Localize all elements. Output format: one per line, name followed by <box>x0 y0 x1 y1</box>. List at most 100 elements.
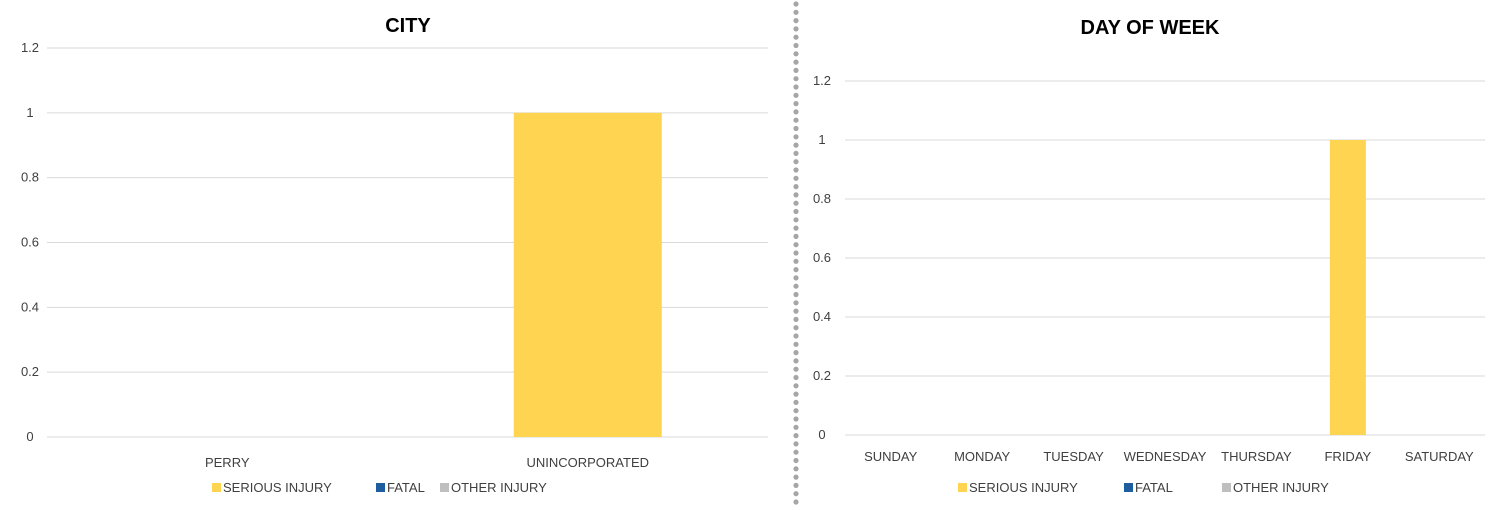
divider-dot <box>793 308 799 314</box>
divider-dot <box>793 200 799 206</box>
divider-dot <box>793 499 799 505</box>
day-gridlines <box>845 80 1485 436</box>
day-legend-swatch <box>1222 483 1231 492</box>
city-legend-label: FATAL <box>387 480 425 495</box>
divider-dot <box>793 341 799 347</box>
day-bars <box>1329 140 1366 435</box>
day-y-tick-label: 1 <box>818 132 825 147</box>
divider-dot <box>793 101 799 107</box>
divider-dot <box>793 300 799 306</box>
divider-dot <box>793 441 799 447</box>
divider-dot <box>793 217 799 223</box>
divider-dot <box>793 333 799 339</box>
city-legend-label: SERIOUS INJURY <box>223 480 332 495</box>
divider-dot <box>793 117 799 123</box>
divider-dot <box>793 84 799 90</box>
divider-dot <box>793 449 799 455</box>
divider-dot <box>793 175 799 181</box>
divider-dot <box>793 408 799 414</box>
city-legend-label: OTHER INJURY <box>451 480 547 495</box>
city-legend: SERIOUS INJURY FATAL OTHER INJURY <box>212 480 547 495</box>
day-category-label: SUNDAY <box>864 449 918 464</box>
divider-dot <box>793 482 799 488</box>
day-legend-label: OTHER INJURY <box>1233 480 1329 495</box>
divider-dot <box>793 167 799 173</box>
divider-dot <box>793 366 799 372</box>
divider-dot <box>793 134 799 140</box>
divider-dot <box>793 424 799 430</box>
divider-dot <box>793 325 799 331</box>
city-category-label: PERRY <box>205 455 250 470</box>
day-y-tick-label: 0.6 <box>813 250 831 265</box>
divider-dot <box>793 316 799 322</box>
city-y-tick-label: 0.6 <box>21 235 39 250</box>
divider-dot <box>793 250 799 256</box>
divider-dot <box>793 184 799 190</box>
divider-dot <box>793 267 799 273</box>
day-category-label: WEDNESDAY <box>1124 449 1207 464</box>
divider-dot <box>793 125 799 132</box>
divider-dot <box>793 159 799 165</box>
divider-dot <box>793 51 799 57</box>
divider-dot <box>793 9 799 15</box>
city-y-tick-label: 1 <box>26 105 33 120</box>
divider-dot <box>793 208 799 215</box>
divider-dot <box>793 350 799 356</box>
chart-divider <box>793 1 799 505</box>
day-category-labels: SUNDAY MONDAY TUESDAY WEDNESDAY THURSDAY FRID… <box>864 449 1474 464</box>
divider-dot <box>793 383 799 389</box>
day-y-tick-label: 1.2 <box>813 73 831 88</box>
divider-dot <box>793 59 799 65</box>
divider-dot <box>793 67 799 73</box>
city-y-tick-label: 1.2 <box>21 40 39 55</box>
divider-dot <box>793 42 799 49</box>
day-category-label: TUESDAY <box>1043 449 1104 464</box>
city-gridlines <box>47 47 768 438</box>
divider-dot <box>793 142 799 148</box>
day-category-label: MONDAY <box>954 449 1010 464</box>
day-y-tick-label: 0 <box>818 427 825 442</box>
divider-dot <box>793 391 799 397</box>
day-category-label: SATURDAY <box>1405 449 1474 464</box>
divider-dot <box>793 34 799 40</box>
divider-dot <box>793 92 799 98</box>
divider-dot <box>793 150 799 156</box>
day-legend-label: FATAL <box>1135 480 1173 495</box>
day-legend-label: SERIOUS INJURY <box>969 480 1078 495</box>
city-legend-swatch <box>212 483 221 492</box>
divider-dot <box>793 233 799 239</box>
divider-dot <box>793 466 799 472</box>
divider-dot <box>793 457 799 464</box>
divider-dot <box>793 474 799 480</box>
divider-dot <box>793 225 799 231</box>
divider-dot <box>793 291 799 298</box>
day-bar-serious-injury <box>1329 140 1366 435</box>
divider-dot <box>793 283 799 289</box>
divider-dot <box>793 416 799 422</box>
city-y-axis-ticks: 0 0.2 0.4 0.6 0.8 1 1.2 <box>21 40 39 444</box>
day-y-axis-ticks: 0 0.2 0.4 0.6 0.8 1 1.2 <box>813 73 831 442</box>
divider-dot <box>793 109 799 115</box>
divider-dot <box>793 18 799 24</box>
city-y-tick-label: 0 <box>26 429 33 444</box>
city-legend-swatch <box>440 483 449 492</box>
day-of-week-chart: DAY OF WEEK 0 0.2 0.4 0.6 0.8 1 1.2 SUNDAY MOND… <box>813 17 1485 495</box>
day-chart-title: DAY OF WEEK <box>1081 17 1220 39</box>
city-category-label: UNINCORPORATED <box>526 455 649 470</box>
divider-dot <box>793 258 799 264</box>
divider-dot <box>793 399 799 405</box>
city-chart-title: CITY <box>385 15 431 37</box>
city-chart: CITY 0 0.2 0.4 0.6 0.8 1 1.2 PERRY UNINCORPORAT… <box>21 15 768 495</box>
city-category-labels: PERRY UNINCORPORATED <box>205 455 649 470</box>
divider-dot <box>793 192 799 198</box>
city-y-tick-label: 0.8 <box>21 170 39 185</box>
day-y-tick-label: 0.4 <box>813 309 831 324</box>
divider-dot <box>793 275 799 281</box>
day-category-label: THURSDAY <box>1221 449 1292 464</box>
divider-dot <box>793 26 799 32</box>
divider-dot <box>793 76 799 82</box>
day-y-tick-label: 0.8 <box>813 191 831 206</box>
day-y-tick-label: 0.2 <box>813 368 831 383</box>
divider-dot <box>793 491 799 497</box>
